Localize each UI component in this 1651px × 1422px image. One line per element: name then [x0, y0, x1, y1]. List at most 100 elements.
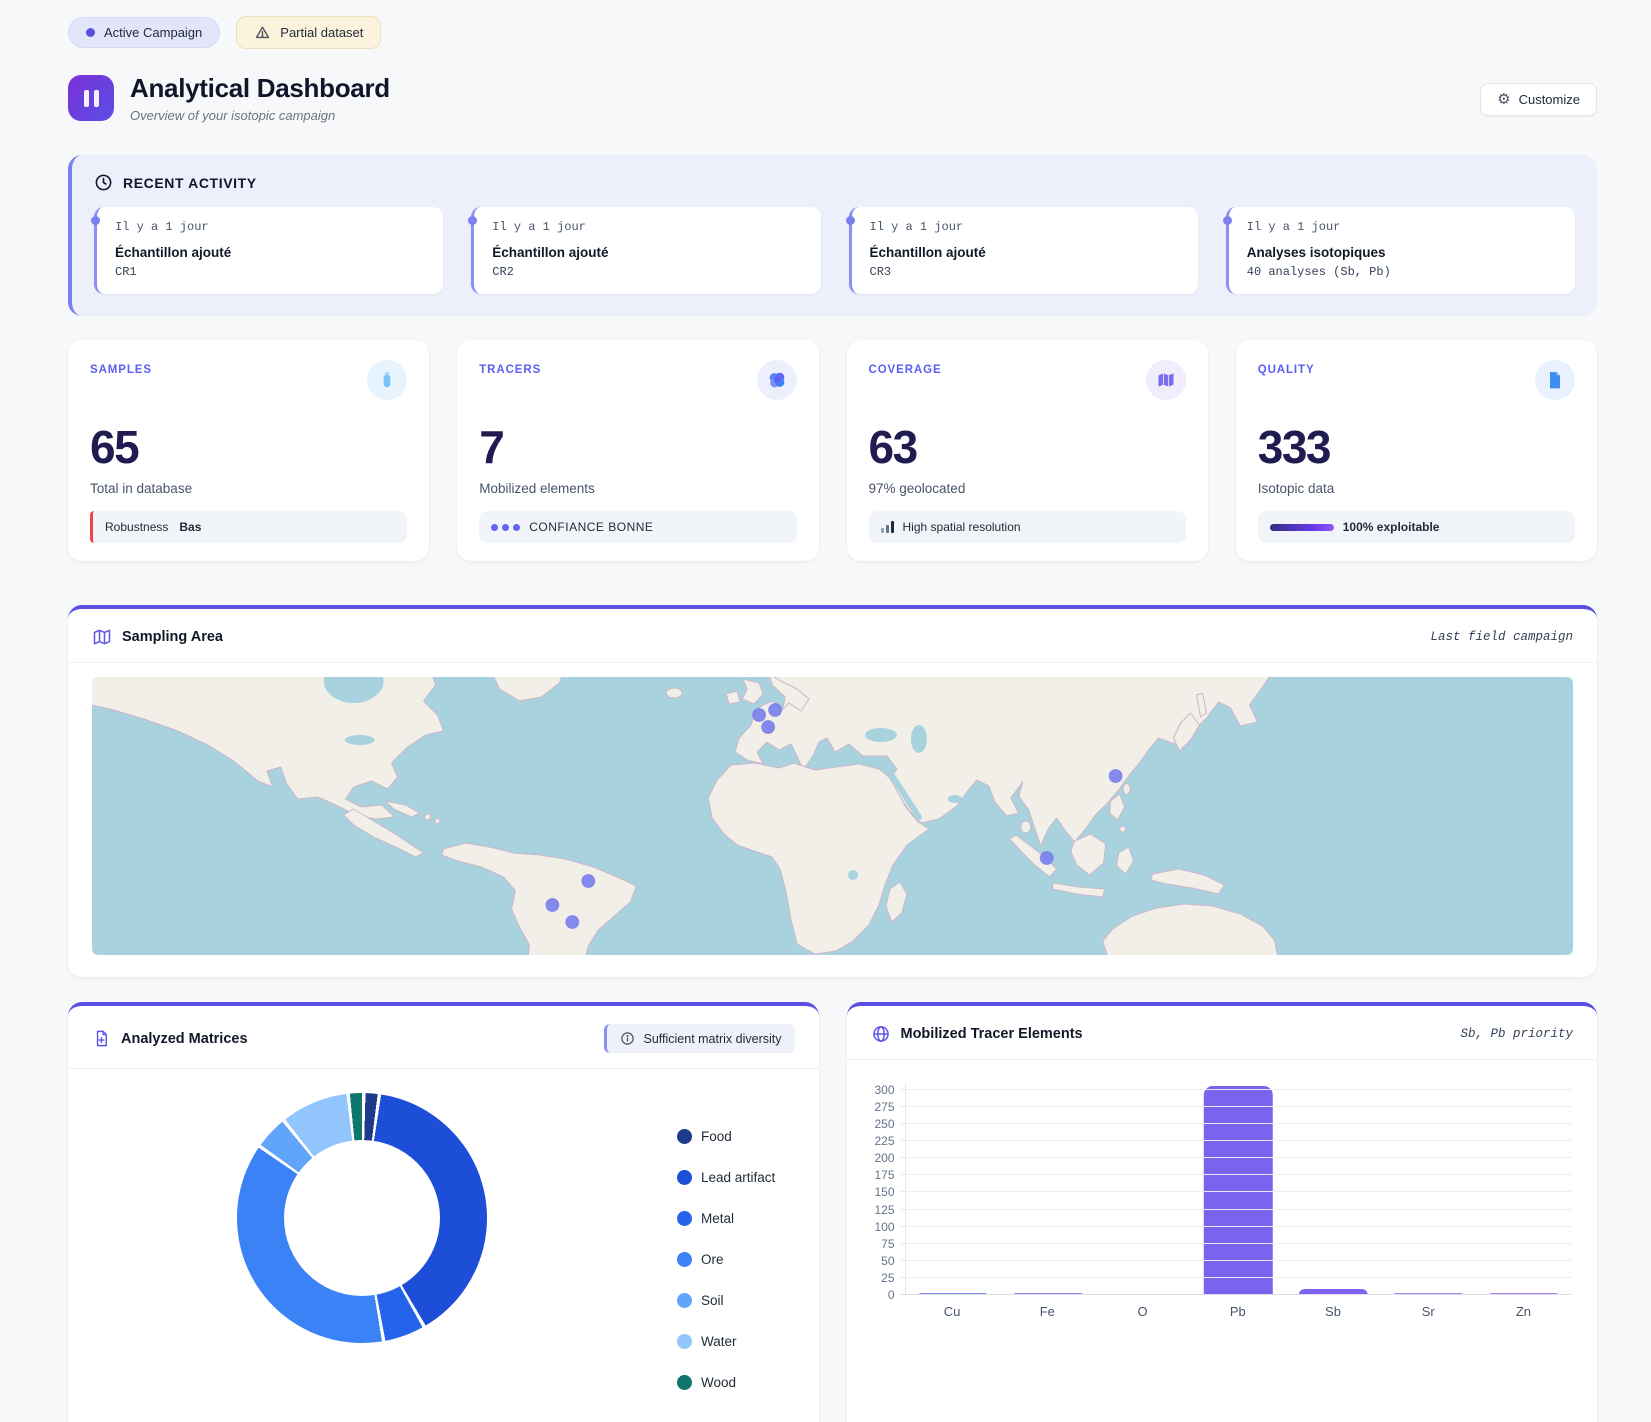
legend-label: Metal: [701, 1211, 734, 1226]
activity-time: Il y a 1 jour: [115, 220, 427, 234]
campaign-note: Last field campaign: [1430, 630, 1573, 644]
globe-icon: [871, 1024, 891, 1044]
bar-slot: [1286, 1083, 1381, 1295]
analyzed-matrices-title: Analyzed Matrices: [121, 1031, 248, 1047]
gridline: [900, 1106, 1572, 1107]
y-tick-label: 300: [874, 1083, 894, 1097]
map-marker[interactable]: [1109, 770, 1122, 783]
activity-title: Échantillon ajouté: [115, 245, 427, 260]
stat-caption: 97% geolocated: [869, 481, 1186, 496]
activity-detail: CR2: [492, 265, 804, 279]
map-marker[interactable]: [1040, 852, 1053, 865]
matrix-diversity-badge[interactable]: Sufficient matrix diversity: [604, 1024, 794, 1053]
stat-caption: Mobilized elements: [479, 481, 796, 496]
legend-item-lead-artifact[interactable]: Lead artifact: [677, 1170, 775, 1185]
x-tick-label: Sb: [1285, 1304, 1380, 1319]
y-tick-label: 25: [881, 1271, 894, 1285]
activity-time: Il y a 1 jour: [870, 220, 1182, 234]
gridline: [900, 1123, 1572, 1124]
tracer-elements-title: Mobilized Tracer Elements: [901, 1026, 1083, 1042]
resolution-footer: High spatial resolution: [869, 511, 1186, 543]
legend-item-food[interactable]: Food: [677, 1129, 775, 1144]
info-icon: [620, 1031, 635, 1046]
priority-note: Sb, Pb priority: [1460, 1027, 1573, 1041]
matrix-diversity-label: Sufficient matrix diversity: [643, 1032, 781, 1046]
partial-dataset-label: Partial dataset: [280, 25, 363, 40]
bar-slot: [1191, 1083, 1286, 1295]
map-marker[interactable]: [753, 709, 766, 722]
pause-icon: [68, 75, 114, 121]
stat-caption: Total in database: [90, 481, 407, 496]
legend-item-water[interactable]: Water: [677, 1334, 775, 1349]
activity-card[interactable]: Il y a 1 jour Échantillon ajouté CR2: [471, 207, 820, 294]
customize-label: Customize: [1519, 92, 1580, 107]
dashboard-page: Active Campaign Partial dataset Analytic…: [0, 0, 1651, 1422]
customize-button[interactable]: ⚙ Customize: [1480, 83, 1597, 116]
stat-card-coverage: COVERAGE 63 97% geolocated High spatial …: [847, 340, 1208, 561]
recent-activity-header: RECENT ACTIVITY: [94, 173, 1575, 192]
map-icon: [1146, 360, 1186, 400]
y-tick-label: 0: [888, 1288, 895, 1302]
map-marker[interactable]: [582, 875, 595, 888]
matrices-donut-chart[interactable]: [237, 1093, 487, 1343]
activity-card[interactable]: Il y a 1 jour Analyses isotopiques 40 an…: [1226, 207, 1575, 294]
exploitable-footer: 100% exploitable: [1258, 511, 1575, 543]
partial-dataset-badge[interactable]: Partial dataset: [236, 16, 381, 49]
matrices-legend: Food Lead artifact Metal Ore Soil Water Wood: [677, 1129, 775, 1390]
x-tick-label: Pb: [1190, 1304, 1285, 1319]
x-tick-label: Zn: [1476, 1304, 1571, 1319]
active-campaign-badge[interactable]: Active Campaign: [68, 17, 220, 48]
legend-dot: [677, 1293, 692, 1308]
gridline: [900, 1243, 1572, 1244]
stats-row: SAMPLES 65 Total in database Robustness …: [68, 340, 1597, 561]
map-marker[interactable]: [762, 721, 775, 734]
status-dot-icon: [86, 28, 95, 37]
confidence-dots-icon: [491, 524, 520, 531]
legend-dot: [677, 1211, 692, 1226]
legend-dot: [677, 1252, 692, 1267]
atom-icon: [757, 360, 797, 400]
stat-caption: Isotopic data: [1258, 481, 1575, 496]
page-title: Analytical Dashboard: [130, 73, 390, 104]
page-subtitle: Overview of your isotopic campaign: [130, 108, 390, 123]
matrix-chart-body: Food Lead artifact Metal Ore Soil Water Wood: [68, 1069, 819, 1390]
y-tick-label: 275: [874, 1100, 894, 1114]
recent-activity-panel: RECENT ACTIVITY Il y a 1 jour Échantillo…: [68, 155, 1597, 316]
active-campaign-label: Active Campaign: [104, 25, 202, 40]
gridline: [900, 1260, 1572, 1261]
x-tick-label: Sr: [1381, 1304, 1476, 1319]
stat-label: SAMPLES: [90, 360, 152, 376]
stat-card-samples: SAMPLES 65 Total in database Robustness …: [68, 340, 429, 561]
legend-item-soil[interactable]: Soil: [677, 1293, 775, 1308]
page-header: Analytical Dashboard Overview of your is…: [68, 73, 1597, 123]
legend-item-ore[interactable]: Ore: [677, 1252, 775, 1267]
x-tick-label: O: [1095, 1304, 1190, 1319]
activity-card[interactable]: Il y a 1 jour Échantillon ajouté CR3: [849, 207, 1198, 294]
legend-item-metal[interactable]: Metal: [677, 1211, 775, 1226]
gridline: [900, 1089, 1572, 1090]
gridline: [900, 1157, 1572, 1158]
world-map[interactable]: [92, 677, 1573, 955]
stat-value: 63: [869, 424, 1186, 470]
activity-card[interactable]: Il y a 1 jour Échantillon ajouté CR1: [94, 207, 443, 294]
exploitable-text: 100% exploitable: [1343, 520, 1440, 534]
stat-card-tracers: TRACERS 7 Mobilized elements CONFIANCE B…: [457, 340, 818, 561]
sampling-area-title: Sampling Area: [122, 629, 223, 645]
gridline: [900, 1226, 1572, 1227]
y-tick-label: 125: [874, 1203, 894, 1217]
file-plus-icon: [92, 1029, 111, 1048]
activity-title: Échantillon ajouté: [870, 245, 1182, 260]
robustness-footer: Robustness Bas: [90, 511, 407, 543]
map-marker[interactable]: [546, 899, 559, 912]
world-map-svg: [92, 677, 1573, 955]
sampling-area-card: Sampling Area Last field campaign: [68, 605, 1597, 977]
activity-time: Il y a 1 jour: [1247, 220, 1559, 234]
y-tick-label: 225: [874, 1134, 894, 1148]
gridline: [900, 1294, 1572, 1295]
activity-detail: CR3: [870, 265, 1182, 279]
map-marker[interactable]: [769, 704, 782, 717]
stat-label: TRACERS: [479, 360, 541, 376]
map-marker[interactable]: [566, 916, 579, 929]
bar-slot: [1096, 1083, 1191, 1295]
legend-item-wood[interactable]: Wood: [677, 1375, 775, 1390]
